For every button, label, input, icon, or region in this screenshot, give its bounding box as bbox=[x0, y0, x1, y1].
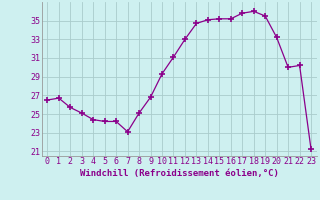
X-axis label: Windchill (Refroidissement éolien,°C): Windchill (Refroidissement éolien,°C) bbox=[80, 169, 279, 178]
